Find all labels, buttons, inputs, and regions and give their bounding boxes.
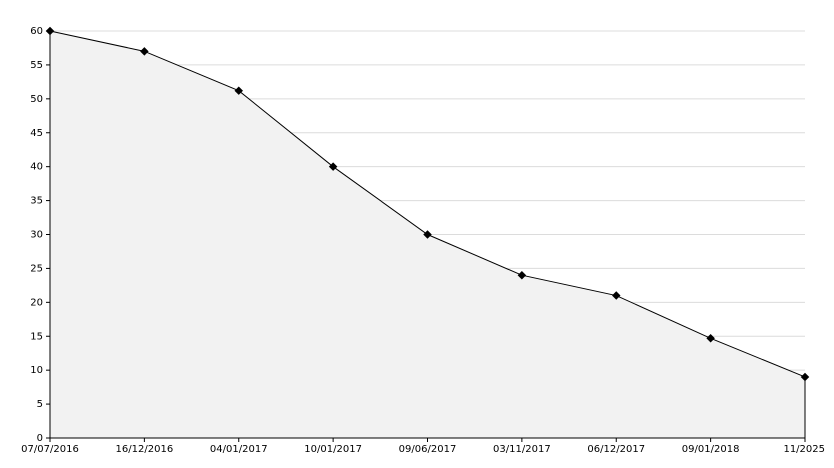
x-tick-label: 03/11/2017 <box>493 444 551 455</box>
y-tick-label: 15 <box>30 331 43 342</box>
y-tick-label: 0 <box>37 433 43 444</box>
x-tick-label: 04/01/2017 <box>210 444 268 455</box>
x-tick-label: 09/06/2017 <box>399 444 457 455</box>
y-tick-label: 60 <box>30 26 43 37</box>
x-tick-label: 16/12/2016 <box>116 444 174 455</box>
marker <box>234 86 243 95</box>
y-tick-label: 55 <box>30 60 43 71</box>
y-tick-label: 30 <box>30 230 43 241</box>
y-tick-label: 50 <box>30 94 43 105</box>
y-tick-label: 40 <box>30 162 43 173</box>
x-tick-label: 06/12/2017 <box>587 444 645 455</box>
x-tick-label: 09/01/2018 <box>682 444 740 455</box>
marker <box>517 270 527 280</box>
x-tick-label: 10/01/2017 <box>304 444 362 455</box>
marker <box>328 162 338 171</box>
marker <box>800 372 810 382</box>
y-tick-label: 20 <box>30 297 43 308</box>
x-tick-label: 11/2025 <box>783 444 825 455</box>
marker <box>140 47 149 56</box>
y-tick-label: 25 <box>30 263 43 274</box>
y-tick-label: 45 <box>30 128 43 139</box>
marker <box>706 334 715 343</box>
marker <box>423 230 432 239</box>
x-tick-label: 07/07/2016 <box>21 444 79 455</box>
marker <box>612 291 621 300</box>
y-tick-label: 10 <box>30 365 43 376</box>
y-tick-label: 35 <box>30 196 43 207</box>
y-tick-label: 5 <box>37 399 43 410</box>
